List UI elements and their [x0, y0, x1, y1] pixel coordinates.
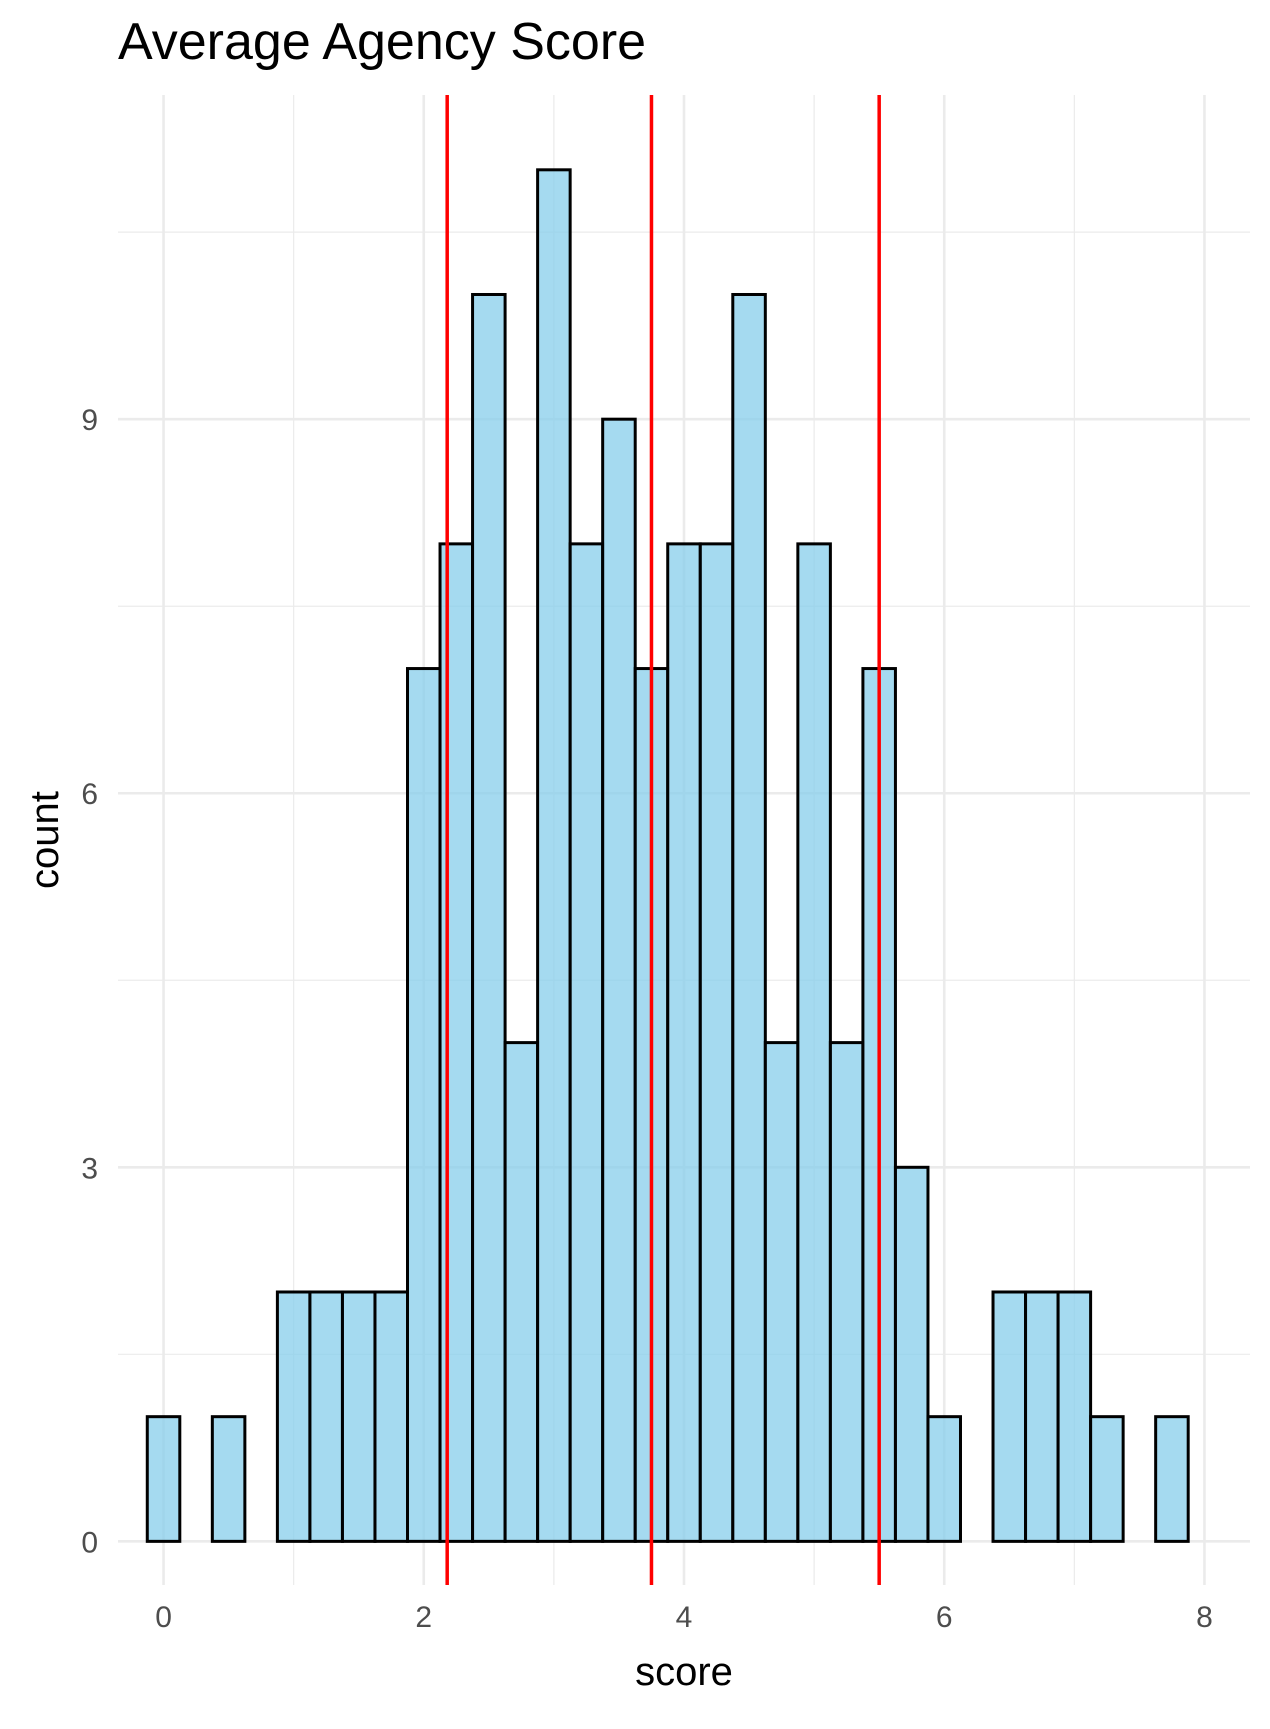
y-tick-label: 0 — [81, 1526, 98, 1559]
x-tick-label: 0 — [155, 1601, 172, 1634]
histogram-bar — [568, 542, 605, 1543]
y-axis-title: count — [23, 791, 67, 889]
histogram-bar — [406, 667, 442, 1543]
histogram-bar — [926, 1415, 962, 1543]
histogram-bar — [1089, 1415, 1125, 1543]
histogram-bar — [275, 1290, 312, 1543]
histogram-bar — [893, 1165, 930, 1543]
histogram-bar — [536, 168, 572, 1543]
x-tick-label: 2 — [415, 1601, 432, 1634]
histogram-bar — [340, 1290, 377, 1543]
histogram-bar — [1056, 1290, 1093, 1543]
histogram-bar — [666, 542, 702, 1543]
y-axis-ticks: 0 3 6 9 — [81, 404, 98, 1559]
histogram-bar — [308, 1290, 344, 1543]
histogram-bar — [373, 1290, 410, 1543]
x-tick-label: 4 — [676, 1601, 693, 1634]
histogram-bar — [210, 1415, 247, 1543]
histogram-bar — [698, 542, 735, 1543]
chart-title: Average Agency Score — [118, 13, 647, 71]
histogram-bar — [763, 1041, 800, 1543]
histogram-bar — [731, 292, 767, 1543]
histogram-bar — [601, 417, 637, 1543]
x-axis-ticks: 0 2 4 6 8 — [155, 1601, 1213, 1634]
x-axis-title: score — [635, 1650, 733, 1694]
y-tick-label: 6 — [81, 778, 98, 811]
histogram-bar — [438, 542, 475, 1543]
histogram-bar — [828, 1041, 865, 1543]
x-tick-label: 6 — [936, 1601, 953, 1634]
histogram-bar — [471, 292, 507, 1543]
histogram-bar — [1024, 1290, 1060, 1543]
histogram-bar — [145, 1415, 182, 1543]
y-tick-label: 3 — [81, 1152, 98, 1185]
histogram-bar — [503, 1041, 540, 1543]
histogram-bar — [1154, 1415, 1190, 1543]
x-tick-label: 8 — [1196, 1601, 1213, 1634]
y-tick-label: 9 — [81, 404, 98, 437]
histogram-bar — [991, 1290, 1028, 1543]
histogram-bars — [145, 168, 1190, 1543]
reference-lines — [445, 95, 881, 1585]
histogram-bar — [796, 542, 832, 1543]
